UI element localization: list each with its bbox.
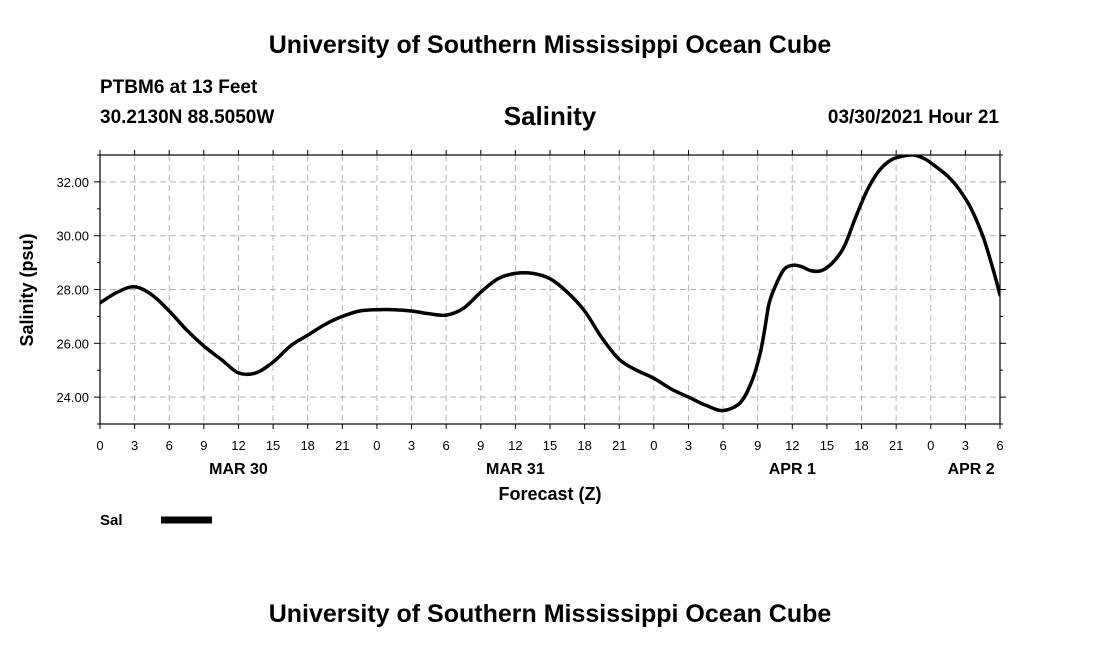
x-tick-label: 15	[266, 438, 280, 453]
x-tick-label: 9	[754, 438, 761, 453]
x-tick-label: 18	[854, 438, 868, 453]
x-tick-label: 0	[927, 438, 934, 453]
x-tick-label: 12	[785, 438, 799, 453]
x-tick-label: 12	[508, 438, 522, 453]
x-tick-label: 15	[820, 438, 834, 453]
day-label: MAR 31	[486, 461, 545, 478]
tick-layer	[94, 150, 1006, 429]
day-label: MAR 30	[209, 461, 268, 478]
x-tick-label: 6	[996, 438, 1003, 453]
grid-layer	[100, 155, 1000, 424]
legend-label-sal: Sal	[100, 512, 123, 529]
x-tick-label: 18	[577, 438, 591, 453]
chart-title-top: University of Southern Mississippi Ocean…	[268, 31, 832, 59]
x-tick-label: 6	[443, 438, 450, 453]
x-tick-label: 3	[408, 438, 415, 453]
x-tick-label: 18	[300, 438, 314, 453]
y-tick-label: 32.00	[56, 175, 89, 190]
y-tick-label: 26.00	[56, 336, 89, 351]
x-tick-label: 9	[477, 438, 484, 453]
series-line-sal	[100, 155, 1000, 413]
x-tick-label: 21	[335, 438, 349, 453]
x-tick-label: 6	[166, 438, 173, 453]
x-tick-label: 3	[131, 438, 138, 453]
label-layer: 0 3 6 9 12 15 18 21 0 3 6 9 12 15 18 21 0 3 6 9 12 15 18 21 0 3 6 2…	[56, 175, 1003, 478]
x-tick-label: 15	[543, 438, 557, 453]
day-label: APR 1	[769, 461, 816, 478]
coordinates-label: 30.2130N 88.5050W	[100, 107, 275, 128]
datetime-label: 03/30/2021 Hour 21	[827, 107, 999, 128]
y-tick-label: 28.00	[56, 283, 89, 298]
x-axis-title: Forecast (Z)	[498, 484, 601, 504]
day-label: APR 2	[948, 461, 995, 478]
x-tick-label: 21	[612, 438, 626, 453]
station-label: PTBM6 at 13 Feet	[100, 77, 258, 98]
x-tick-label: 6	[719, 438, 726, 453]
y-tick-label: 24.00	[56, 390, 89, 405]
y-tick-label: 30.00	[56, 229, 89, 244]
x-tick-label: 3	[685, 438, 692, 453]
y-axis-title: Salinity (psu)	[17, 233, 37, 346]
x-tick-label: 0	[373, 438, 380, 453]
x-tick-label: 21	[889, 438, 903, 453]
x-tick-label: 12	[231, 438, 245, 453]
x-tick-label: 0	[650, 438, 657, 453]
series-layer	[100, 155, 1000, 413]
x-tick-label: 3	[962, 438, 969, 453]
chart-title-bottom: University of Southern Mississippi Ocean…	[268, 600, 832, 628]
x-tick-label: 9	[200, 438, 207, 453]
x-tick-label: 0	[96, 438, 103, 453]
variable-title: Salinity	[503, 101, 597, 131]
